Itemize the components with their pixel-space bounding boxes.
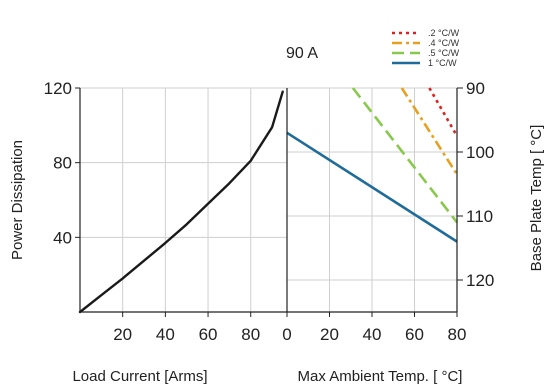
- right-y-tick-label: 110: [466, 207, 493, 226]
- right-x-tick-label: 0: [282, 325, 291, 344]
- right-x-tick-label: 60: [405, 325, 424, 344]
- grid: [80, 87, 458, 312]
- thermal-line-2: [400, 87, 459, 176]
- legend: .2 °C/W.4 °C/W.5 °C/W1 °C/W: [392, 28, 460, 68]
- tick-labels: 40 80 120 20 40 60 80 0 20 40 60 80 90 100 110 120: [44, 79, 495, 344]
- left-x-tick-label: 20: [113, 325, 132, 344]
- legend-label-3: .5 °C/W: [428, 48, 460, 58]
- power-dissipation-curve: [78, 90, 284, 314]
- plot-area: [80, 88, 457, 312]
- right-x-tick-label: 20: [320, 325, 339, 344]
- chart-title: 90 A: [286, 45, 318, 62]
- series-layer: [78, 87, 459, 314]
- left-y-tick-label: 120: [44, 79, 72, 98]
- legend-label-2: .4 °C/W: [428, 38, 460, 48]
- left-y-axis-title: Power Dissipation: [9, 140, 26, 260]
- right-y-axis-title: Base Plate Temp [ °C]: [528, 125, 545, 272]
- left-x-tick-label: 60: [199, 325, 218, 344]
- left-x-tick-label: 80: [241, 325, 260, 344]
- thermal-line-3: [351, 87, 459, 224]
- right-y-tick-label: 100: [466, 143, 494, 162]
- legend-label-4: 1 °C/W: [428, 58, 457, 68]
- legend-label-1: .2 °C/W: [428, 28, 460, 38]
- thermal-line-1: [428, 87, 459, 137]
- left-y-tick-label: 40: [53, 228, 72, 247]
- thermal-line-4: [286, 131, 458, 243]
- axes: [75, 87, 463, 317]
- left-y-tick-label: 80: [53, 154, 72, 173]
- right-y-tick-label: 90: [466, 79, 485, 98]
- right-x-axis-title: Max Ambient Temp. [ °C]: [298, 368, 463, 385]
- right-y-tick-label: 120: [466, 271, 494, 290]
- left-x-axis-title: Load Current [Arms]: [72, 368, 207, 385]
- right-x-tick-label: 40: [363, 325, 382, 344]
- left-x-tick-label: 40: [156, 325, 175, 344]
- right-x-tick-label: 80: [448, 325, 467, 344]
